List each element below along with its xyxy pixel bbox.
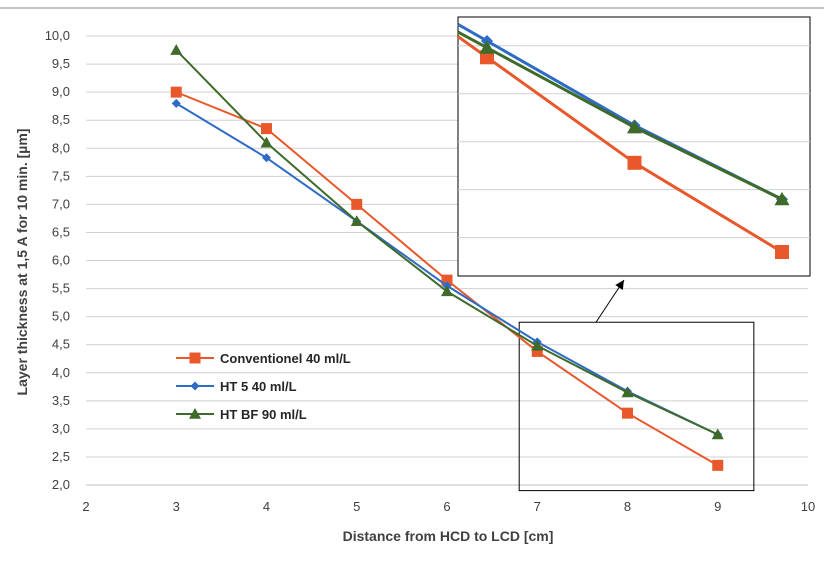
inset-chart bbox=[457, 16, 811, 277]
y-tick-label: 7,5 bbox=[52, 168, 70, 183]
x-tick-label: 8 bbox=[624, 499, 631, 514]
x-tick-label: 2 bbox=[82, 499, 89, 514]
inset-series-conventionel-40-ml-l bbox=[457, 35, 789, 260]
legend-label: Conventionel 40 ml/L bbox=[220, 351, 351, 366]
data-point bbox=[531, 345, 543, 357]
y-tick-label: 4,0 bbox=[52, 365, 70, 380]
y-tick-label: 6,0 bbox=[52, 253, 70, 268]
y-tick-label: 9,5 bbox=[52, 56, 70, 71]
data-point bbox=[622, 407, 633, 419]
legend-marker bbox=[189, 408, 201, 419]
series-ht-bf-90-ml-l bbox=[170, 44, 724, 440]
y-tick-label: 3,5 bbox=[52, 393, 70, 408]
data-point bbox=[350, 215, 363, 227]
data-point bbox=[621, 386, 634, 398]
zoom-arrow-head bbox=[615, 280, 624, 290]
inset-series-ht-bf-90-ml-l bbox=[457, 30, 790, 206]
x-tick-label: 7 bbox=[534, 499, 541, 514]
legend-marker bbox=[190, 381, 200, 391]
y-tick-label: 8,0 bbox=[52, 140, 70, 155]
data-point bbox=[261, 123, 272, 135]
x-tick-label: 3 bbox=[173, 499, 180, 514]
inset-series-line bbox=[457, 35, 783, 254]
legend-label: HT BF 90 ml/L bbox=[220, 407, 307, 422]
y-tick-label: 5,5 bbox=[52, 281, 70, 296]
data-point bbox=[262, 153, 271, 163]
y-tick-label: 3,0 bbox=[52, 421, 70, 436]
data-point bbox=[171, 98, 181, 108]
series-lines bbox=[170, 44, 724, 471]
legend-entry: HT BF 90 ml/L bbox=[176, 407, 307, 422]
y-tick-label: 8,5 bbox=[52, 112, 70, 127]
x-tick-label: 6 bbox=[443, 499, 450, 514]
inset-data-point bbox=[627, 155, 642, 170]
x-tick-label: 10 bbox=[801, 499, 815, 514]
data-point bbox=[351, 198, 363, 210]
y-tick-label: 6,5 bbox=[52, 224, 70, 239]
y-tick-label: 2,0 bbox=[52, 477, 70, 492]
y-tick-labels: 2,0 2,5 3,0 3,5 4,0 4,5 5,0 5,5 6,0 6,5 7,0 7,5 8,0 8… bbox=[45, 28, 70, 492]
zoom-box bbox=[518, 279, 755, 492]
x-tick-labels: 2 3 4 5 6 7 8 9 10 bbox=[82, 499, 815, 514]
data-point bbox=[711, 428, 724, 440]
inset-data-point bbox=[774, 191, 790, 206]
inset-data-point bbox=[627, 119, 642, 134]
y-tick-label: 5,0 bbox=[52, 309, 70, 324]
x-tick-label: 4 bbox=[263, 499, 270, 514]
inset-data-point bbox=[480, 50, 494, 65]
data-point bbox=[441, 285, 453, 297]
y-tick-label: 10,0 bbox=[45, 28, 70, 43]
series-conventionel-40-ml-l bbox=[170, 86, 724, 471]
zoom-region-box bbox=[518, 321, 755, 492]
inset-data-point bbox=[479, 40, 495, 54]
x-tick-label: 9 bbox=[714, 499, 721, 514]
legend-entry: HT 5 40 ml/L bbox=[176, 379, 297, 394]
data-point bbox=[170, 44, 183, 55]
x-tick-label: 5 bbox=[353, 499, 360, 514]
data-point bbox=[531, 339, 544, 351]
data-point bbox=[260, 136, 273, 148]
legend-entry: Conventionel 40 ml/L bbox=[176, 351, 351, 366]
inset-series-line bbox=[457, 30, 783, 201]
x-axis-title: Distance from HCD to LCD [cm] bbox=[343, 528, 554, 544]
data-point bbox=[712, 459, 724, 471]
inset-data-point bbox=[775, 245, 789, 260]
y-tick-label: 7,0 bbox=[52, 196, 70, 211]
y-tick-label: 4,5 bbox=[52, 337, 70, 352]
y-tick-label: 9,0 bbox=[52, 84, 70, 99]
data-point bbox=[170, 86, 182, 98]
data-point bbox=[441, 274, 453, 286]
legend-marker bbox=[189, 352, 201, 364]
legend: Conventionel 40 ml/L HT 5 40 ml/L HT BF 90… bbox=[176, 351, 351, 422]
y-axis-title: Layer thickness at 1,5 A for 10 min. [µm… bbox=[14, 129, 30, 396]
legend-label: HT 5 40 ml/L bbox=[220, 379, 297, 394]
y-tick-label: 2,5 bbox=[52, 449, 70, 464]
